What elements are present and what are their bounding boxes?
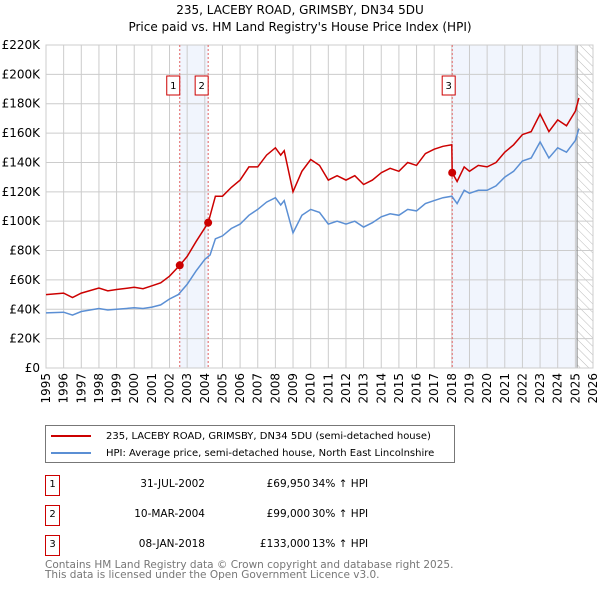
y-tick-label: £80K [9, 244, 41, 258]
x-tick-label: 2017 [427, 373, 441, 404]
legend-swatch-property [51, 435, 91, 437]
y-tick-label: £120K [2, 185, 42, 199]
sale-point [448, 168, 457, 177]
x-tick-label: 2019 [462, 373, 476, 404]
transaction-hpi-change: 30% ↑ HPI [312, 508, 369, 520]
x-tick-label: 2021 [498, 373, 512, 404]
legend-item-property: 235, LACEBY ROAD, GRIMSBY, DN34 5DU (sem… [46, 428, 431, 444]
transaction-badge: 2 [45, 505, 60, 526]
x-tick-label: 2022 [515, 373, 529, 404]
transaction-row: 3 08-JAN-2018 £133,000 13% ↑ HPI [45, 535, 465, 556]
footer: Contains HM Land Registry data © Crown c… [45, 559, 454, 581]
transaction-badge: 3 [45, 535, 60, 556]
sale-badge [194, 75, 209, 96]
series-line [45, 128, 580, 316]
sale-point [204, 218, 213, 227]
transaction-hpi-change: 13% ↑ HPI [312, 538, 369, 550]
x-tick-label: 2015 [392, 373, 406, 404]
y-tick-label: £200K [2, 67, 42, 81]
transaction-date: 08-JAN-2018 [138, 538, 205, 550]
x-tick-label: 2018 [445, 373, 459, 404]
x-tick-label: 2006 [233, 373, 247, 404]
legend-label-hpi: HPI: Average price, semi-detached house,… [106, 447, 435, 459]
x-tick-label: 2012 [339, 373, 353, 404]
chart-title: 235, LACEBY ROAD, GRIMSBY, DN34 5DU [176, 3, 424, 17]
x-tick-label: 2026 [586, 373, 600, 404]
x-tick-label: 2002 [163, 373, 177, 404]
x-tick-label: 2023 [533, 373, 547, 404]
x-tick-label: 2014 [374, 373, 388, 404]
x-tick-label: 2008 [268, 373, 282, 404]
sale-badge-label: 3 [446, 81, 452, 92]
transaction-date: 10-MAR-2004 [134, 508, 205, 520]
transaction-price: £133,000 [259, 538, 310, 550]
transaction-badge: 1 [45, 475, 60, 496]
transaction-price: £99,000 [266, 508, 310, 520]
y-tick-label: £160K [2, 126, 42, 140]
x-tick-label: 2009 [286, 373, 300, 404]
transaction-hpi-change: 34% ↑ HPI [312, 478, 369, 490]
x-tick-label: 2000 [127, 373, 141, 404]
x-tick-label: 2010 [304, 373, 318, 404]
x-tick-label: 1998 [92, 373, 106, 404]
x-tick-label: 2020 [480, 373, 494, 404]
legend-item-hpi: HPI: Average price, semi-detached house,… [46, 445, 434, 461]
x-tick-label: 2004 [198, 373, 212, 404]
legend-swatch-hpi [51, 452, 91, 454]
sale-point [175, 261, 184, 270]
x-tick-label: 2024 [551, 373, 565, 404]
footer-copyright: Contains HM Land Registry data © Crown c… [45, 559, 454, 571]
y-tick-label: £140K [2, 155, 42, 169]
legend-label-property: 235, LACEBY ROAD, GRIMSBY, DN34 5DU (sem… [106, 430, 431, 442]
shaded-range [179, 45, 209, 368]
price-chart: £0 £20K £40K £60K £80K £100K £120K £140K £160K £1… [2, 38, 600, 404]
y-tick-label: £100K [2, 214, 42, 228]
y-tick-label: £180K [2, 97, 42, 111]
plot-border [45, 44, 594, 369]
x-tick-label: 2013 [357, 373, 371, 404]
y-tick-label: £60K [9, 273, 41, 287]
x-tick-label: 2001 [145, 373, 159, 404]
forecast-hatch [577, 45, 593, 368]
x-tick-label: 2007 [251, 373, 265, 404]
x-tick-label: 1996 [57, 373, 71, 404]
y-tick-label: £0 [25, 361, 40, 375]
y-tick-label: £220K [2, 38, 42, 52]
x-tick-label: 2005 [215, 373, 229, 404]
x-tick-label: 1995 [39, 373, 53, 404]
legend: 235, LACEBY ROAD, GRIMSBY, DN34 5DU (sem… [45, 425, 455, 463]
sale-badge-label: 1 [170, 81, 176, 92]
shaded-range [452, 45, 578, 368]
x-tick-label: 1997 [74, 373, 88, 404]
sale-badge [166, 75, 181, 96]
transaction-price: £69,950 [266, 478, 310, 490]
series-line [45, 97, 580, 299]
x-tick-label: 1999 [110, 373, 124, 404]
x-tick-label: 2025 [568, 373, 582, 404]
y-tick-label: £20K [9, 332, 41, 346]
transaction-date: 31-JUL-2002 [140, 478, 205, 490]
x-tick-label: 2003 [180, 373, 194, 404]
transaction-row: 1 31-JUL-2002 £69,950 34% ↑ HPI [45, 475, 465, 496]
sale-badge [441, 75, 456, 96]
x-tick-label: 2016 [410, 373, 424, 404]
y-tick-label: £40K [9, 302, 41, 316]
chart-subtitle: Price paid vs. HM Land Registry's House … [128, 20, 472, 34]
x-tick-label: 2011 [321, 373, 335, 404]
transaction-row: 2 10-MAR-2004 £99,000 30% ↑ HPI [45, 505, 465, 526]
sale-badge-label: 2 [198, 81, 204, 92]
footer-licence: This data is licensed under the Open Gov… [45, 569, 380, 581]
